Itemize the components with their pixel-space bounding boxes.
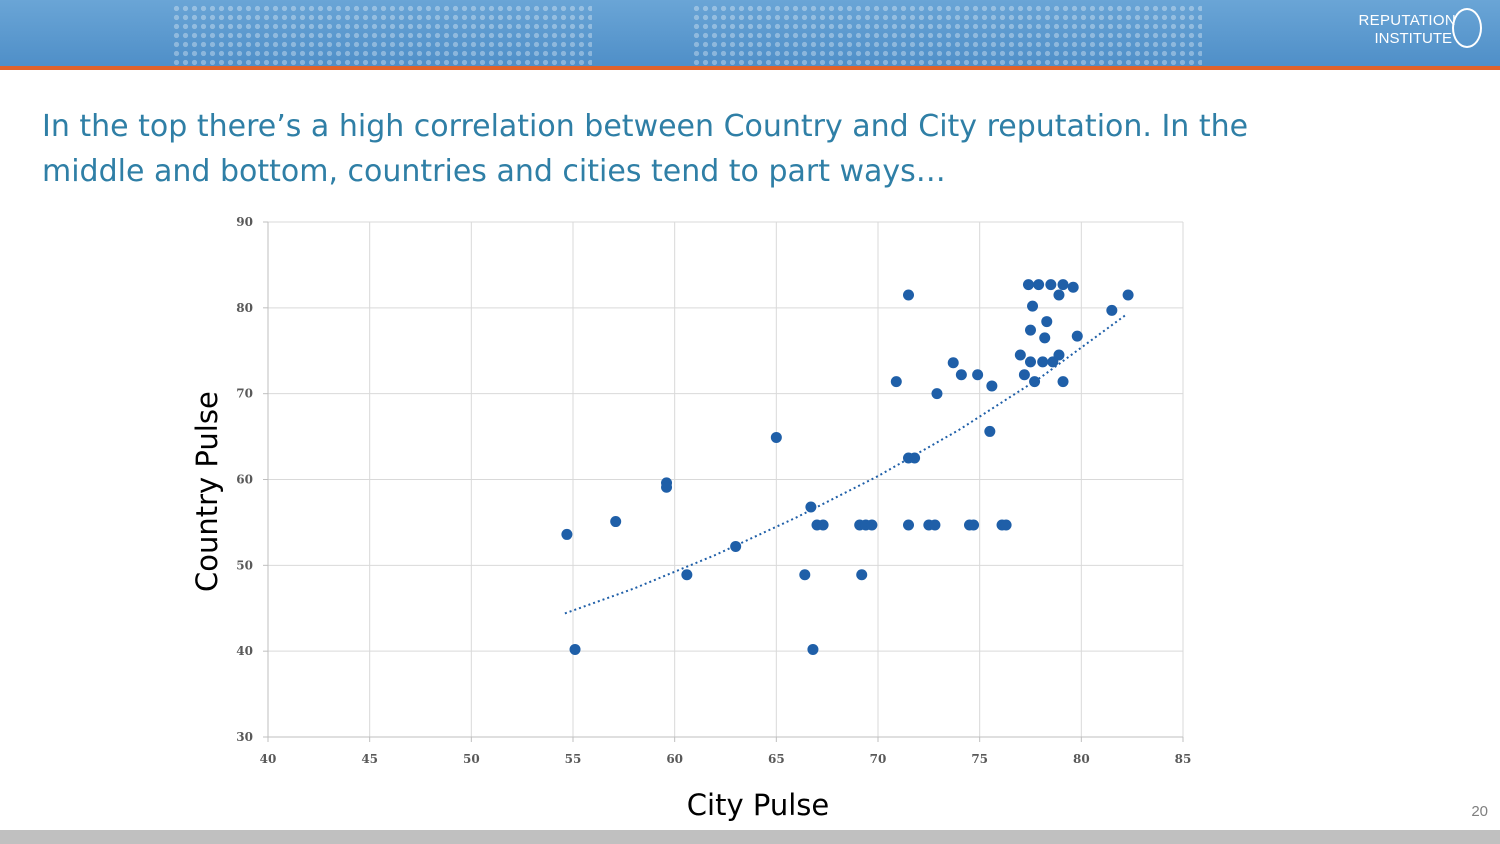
- data-point: [1057, 376, 1069, 388]
- slide-headline: In the top there’s a high correlation be…: [42, 109, 1249, 189]
- data-point: [681, 569, 693, 581]
- x-tick-label: 80: [1073, 752, 1090, 766]
- data-point: [770, 431, 782, 443]
- data-point: [1000, 519, 1012, 531]
- data-point: [955, 369, 967, 381]
- y-tick-label: 70: [236, 387, 253, 401]
- data-point: [1037, 356, 1049, 368]
- x-tick-label: 75: [971, 752, 988, 766]
- page-number: 20: [1471, 803, 1488, 820]
- y-tick-label: 40: [236, 644, 253, 658]
- x-tick-label: 70: [870, 752, 887, 766]
- data-point: [730, 540, 742, 552]
- x-axis-label: City Pulse: [686, 788, 830, 822]
- data-point: [1041, 316, 1053, 328]
- x-tick-label: 85: [1175, 752, 1192, 766]
- data-point: [1029, 376, 1041, 388]
- data-point: [1053, 289, 1065, 301]
- data-point: [569, 643, 581, 655]
- data-point: [947, 357, 959, 369]
- data-point: [610, 516, 622, 528]
- globe-icon: [1452, 8, 1482, 48]
- x-tick-label: 60: [666, 752, 683, 766]
- data-point: [972, 369, 984, 381]
- data-point: [1122, 289, 1134, 301]
- header-accent-stripe: [0, 66, 1500, 70]
- world-map-pattern: [692, 4, 1202, 66]
- data-point: [1022, 279, 1034, 291]
- data-point: [931, 388, 943, 400]
- x-tick-label: 40: [260, 752, 277, 766]
- data-point: [890, 376, 902, 388]
- x-tick-label: 45: [361, 752, 378, 766]
- data-point: [1106, 304, 1118, 316]
- world-map-pattern: [172, 4, 592, 66]
- data-point: [1057, 279, 1069, 291]
- chart-grid: [267, 221, 1184, 738]
- data-point: [1025, 324, 1036, 336]
- y-axis-label: Country Pulse: [190, 391, 224, 592]
- y-tick-label: 80: [236, 301, 253, 315]
- header-band: Reputation Institute: [0, 0, 1500, 66]
- data-point: [903, 519, 914, 531]
- data-point: [1053, 349, 1065, 361]
- data-points: [561, 279, 1134, 655]
- footer-bar: [0, 830, 1500, 844]
- data-point: [968, 519, 980, 531]
- data-point: [1067, 281, 1079, 293]
- data-point: [807, 643, 819, 655]
- data-point: [1033, 279, 1045, 291]
- data-point: [1014, 349, 1026, 361]
- data-point: [799, 569, 811, 581]
- x-tick-label: 65: [768, 752, 785, 766]
- x-tick-label: 50: [463, 752, 480, 766]
- data-point: [984, 425, 996, 437]
- data-point: [1045, 279, 1057, 291]
- y-tick-label: 90: [236, 215, 253, 229]
- data-point: [909, 452, 921, 464]
- data-point: [817, 519, 829, 531]
- axis-ticks: 40 45 50 55 60 65 70 75 80 85 30 40 50 60 70 80 90: [236, 215, 1191, 766]
- reputation-institute-logo: Reputation Institute: [1359, 12, 1456, 48]
- data-point: [903, 289, 914, 301]
- data-point: [1025, 356, 1036, 368]
- data-point: [929, 519, 941, 531]
- data-point: [805, 501, 817, 513]
- x-tick-label: 55: [565, 752, 582, 766]
- trendline: [564, 313, 1127, 615]
- data-point: [1039, 332, 1051, 344]
- data-point: [561, 528, 573, 540]
- y-tick-label: 50: [236, 558, 253, 572]
- data-point: [1027, 300, 1039, 312]
- y-tick-label: 30: [236, 730, 253, 744]
- data-point: [661, 481, 673, 493]
- data-point: [986, 380, 998, 392]
- logo-line-2: Institute: [1374, 30, 1453, 47]
- data-point: [1018, 369, 1030, 381]
- logo-line-1: Reputation: [1358, 12, 1456, 29]
- data-point: [866, 519, 878, 531]
- data-point: [856, 569, 868, 581]
- data-point: [1071, 330, 1083, 342]
- y-tick-label: 60: [236, 473, 253, 487]
